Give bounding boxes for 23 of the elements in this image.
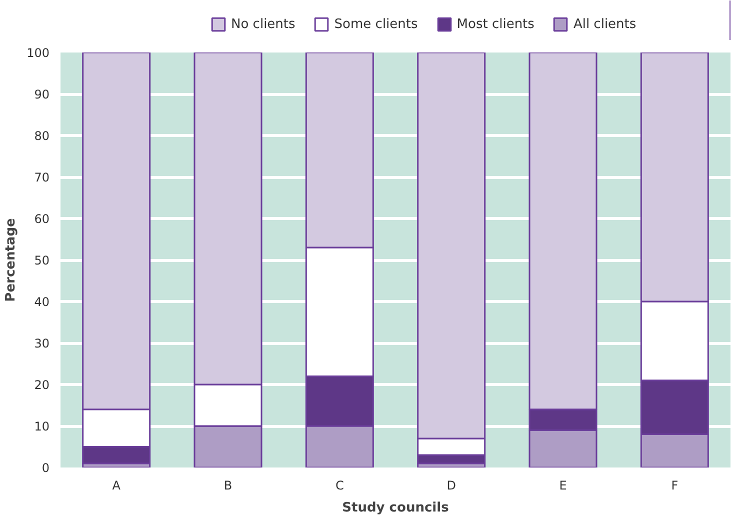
y-tick-label: 30: [34, 336, 50, 350]
legend-label: No clients: [231, 16, 296, 32]
y-tick-label: 40: [34, 295, 50, 309]
x-tick-label: C: [335, 478, 344, 492]
y-tick-label: 10: [34, 420, 50, 434]
legend-label: All clients: [573, 16, 636, 32]
y-tick-label: 60: [34, 212, 50, 226]
y-tick-label: 100: [26, 46, 50, 60]
y-tick-label: 70: [34, 170, 50, 184]
y-tick-label: 50: [34, 254, 50, 268]
x-tick-label: D: [446, 478, 456, 492]
x-tick-label: F: [671, 478, 678, 492]
y-tick-label: 0: [42, 461, 50, 475]
legend-label: Some clients: [334, 16, 418, 32]
x-tick-label: A: [112, 478, 122, 492]
y-tick-label: 80: [34, 129, 50, 143]
x-tick-label: E: [559, 478, 567, 492]
x-axis-title: Study councils: [342, 500, 450, 516]
y-tick-label: 20: [34, 378, 50, 392]
y-axis-title: Percentage: [4, 218, 19, 302]
legend-label: Most clients: [456, 16, 534, 32]
y-tick-label: 90: [34, 88, 50, 102]
x-tick-label: B: [224, 478, 232, 492]
